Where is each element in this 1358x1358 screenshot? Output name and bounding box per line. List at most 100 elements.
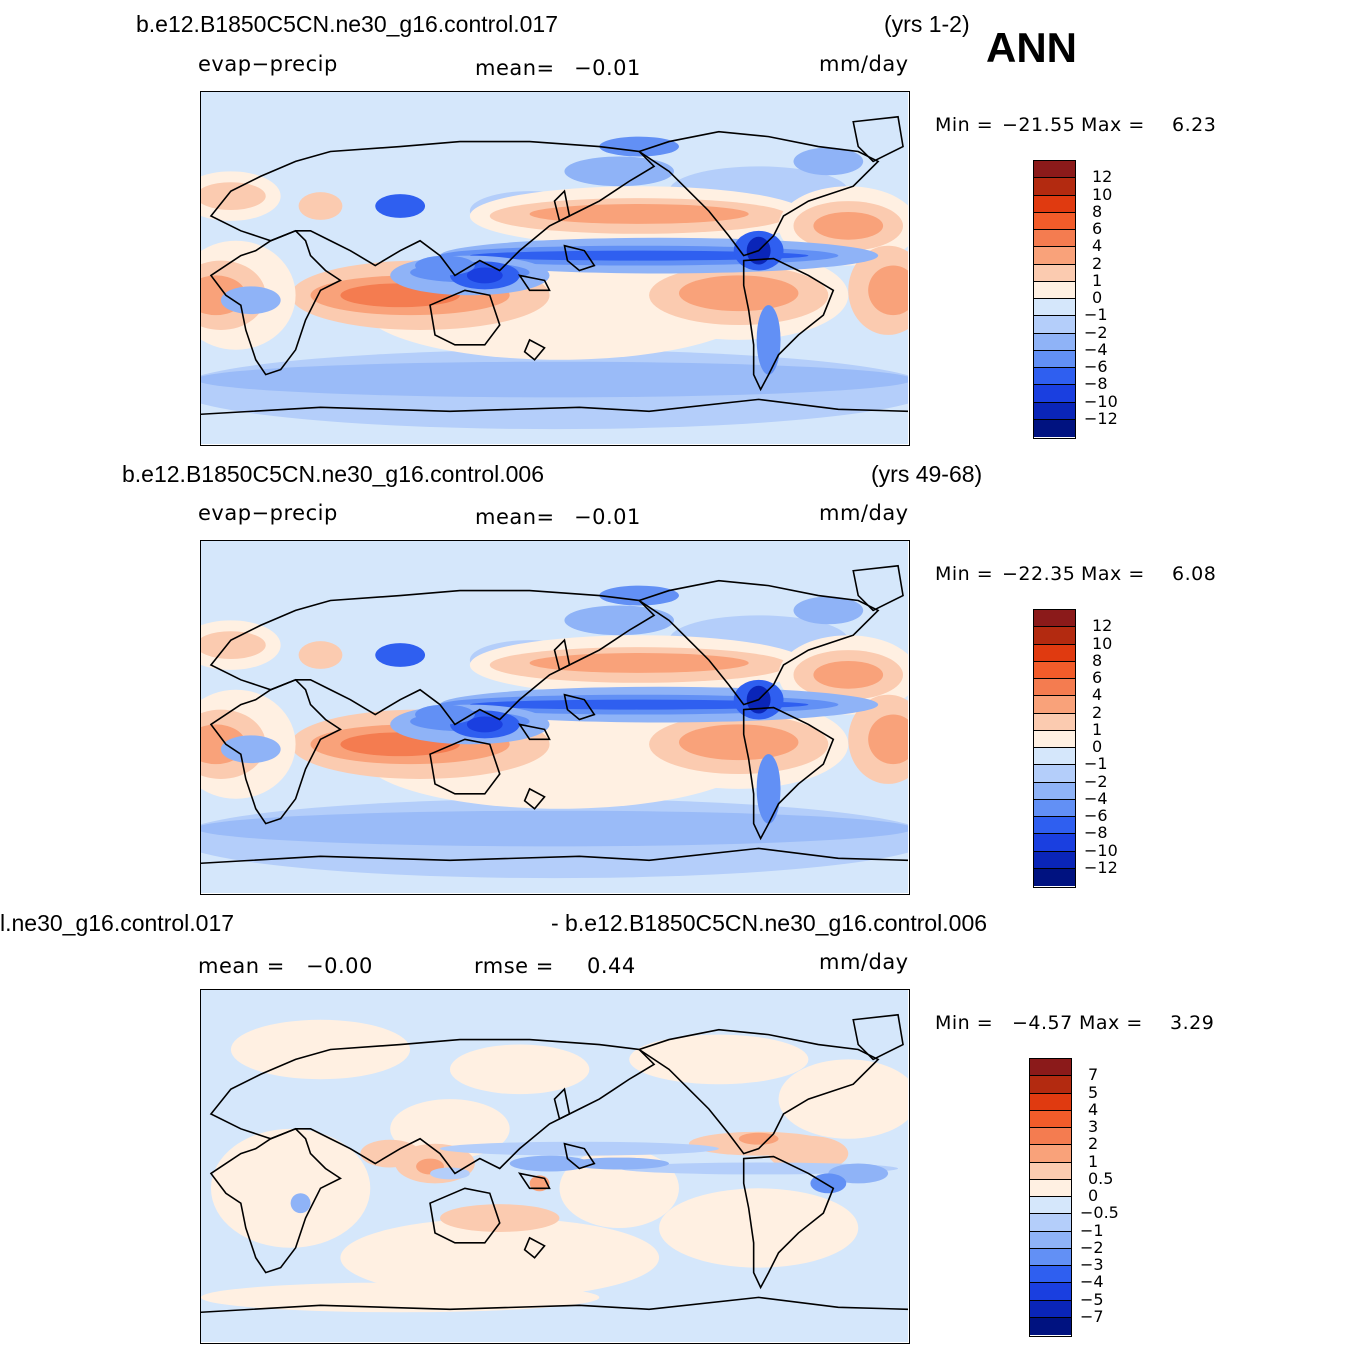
colorbar-tick-label: 3 (1088, 1117, 1099, 1136)
panel2-map (200, 540, 910, 895)
colorbar-band (1030, 1162, 1071, 1180)
coastline (523, 1236, 546, 1259)
colorbar-band (1034, 385, 1075, 403)
panel2-mean-label: mean= (475, 505, 555, 529)
panel2-years: (yrs 49-68) (871, 461, 983, 487)
panel1-min-value: −21.55 (1002, 114, 1076, 136)
colorbar-tick-label: −4 (1080, 1272, 1104, 1292)
colorbar-tick-label: −8 (1084, 374, 1108, 394)
colorbar-tick-label: 4 (1092, 236, 1103, 256)
coastline (852, 115, 904, 163)
coastline (637, 579, 880, 706)
colorbar-band (1034, 817, 1075, 835)
coastline (563, 693, 596, 721)
panel1-years: (yrs 1-2) (884, 11, 970, 37)
colorbar-band (1030, 1059, 1071, 1077)
colorbar-tick-label: 1 (1092, 719, 1103, 739)
colorbar-tick-label: 8 (1092, 650, 1103, 670)
contour-map (201, 541, 908, 893)
colorbar-tick-label: −4 (1084, 788, 1108, 808)
panel1-min-label: Min = (935, 114, 994, 136)
colorbar-tick-label: 8 (1092, 201, 1103, 221)
colorbar-tick-label: 4 (1088, 1099, 1099, 1119)
colorbar-tick-label: −10 (1084, 391, 1118, 411)
colorbar-tick-label: −6 (1084, 357, 1108, 376)
colorbar-band (1034, 299, 1075, 317)
colorbar-band (1034, 730, 1075, 748)
colorbar-tick-label: 0 (1092, 288, 1103, 307)
coastline (429, 738, 501, 795)
colorbar-band (1030, 1110, 1071, 1128)
colorbar-tick-label: 0 (1092, 737, 1103, 756)
panel2-max-label: Max = (1081, 563, 1145, 585)
panel3-mean-label: mean = (198, 954, 285, 978)
panel3-case-title-left: l.ne30_g16.control.017 (0, 910, 235, 936)
colorbar-band (1030, 1266, 1071, 1284)
colorbar-band (1034, 713, 1075, 731)
panel2-case-title: b.e12.B1850C5CN.ne30_g16.control.006 (122, 461, 544, 487)
colorbar-tick-label: −1 (1084, 754, 1108, 774)
panel2-min-label: Min = (935, 563, 994, 585)
colorbar-band (1030, 1214, 1071, 1232)
panel1-case-title: b.e12.B1850C5CN.ne30_g16.control.017 (136, 11, 558, 37)
panel1-mean-label: mean= (475, 56, 555, 80)
colorbar-band (1034, 834, 1075, 852)
coastline (523, 787, 546, 810)
colorbar-tick-label: 2 (1092, 253, 1103, 273)
colorbar-band (1034, 419, 1075, 437)
panel1-mean-value: −0.01 (574, 56, 641, 80)
panel3-min-value: −4.57 (1012, 1012, 1073, 1034)
coastline (517, 723, 551, 741)
colorbar-tick-label: 1 (1088, 1151, 1099, 1171)
coastline (742, 1155, 835, 1290)
contour-map (201, 92, 908, 444)
panel2-mean-value: −0.01 (574, 505, 641, 529)
coastline (517, 1172, 551, 1190)
colorbar-tick-label: 2 (1092, 702, 1103, 722)
panel3-rmse-value: 0.44 (587, 954, 636, 978)
colorbar-band (1030, 1283, 1071, 1301)
colorbar-tick-label: −0.5 (1080, 1203, 1119, 1223)
coastline (852, 564, 904, 612)
season-label: ANN (986, 24, 1077, 71)
coastline (523, 338, 546, 361)
coastline (201, 398, 908, 416)
panel3-units: mm/day (819, 950, 909, 974)
colorbar-tick-label: −7 (1080, 1306, 1104, 1326)
colorbar-band (1030, 1179, 1071, 1197)
colorbar-band (1034, 195, 1075, 213)
coastline (209, 589, 656, 726)
colorbar-band (1030, 1300, 1071, 1318)
colorbar-band (1034, 316, 1075, 334)
contour-map (201, 990, 908, 1342)
colorbar-band (1034, 333, 1075, 351)
panel3-max-value: 3.29 (1170, 1012, 1215, 1034)
panel2-max-value: 6.08 (1172, 563, 1217, 585)
colorbar-tick-label: 12 (1092, 167, 1113, 187)
colorbar-tick-label: −10 (1084, 840, 1118, 860)
coastline (637, 130, 880, 257)
colorbar-tick-label: −1 (1080, 1220, 1104, 1240)
colorbar-band (1034, 851, 1075, 869)
colorbar-band (1034, 368, 1075, 386)
colorbar-band (1034, 799, 1075, 817)
panel2-colorbar (1033, 609, 1076, 888)
coastline (553, 638, 571, 672)
coastline (429, 289, 501, 346)
colorbar-tick-label: −12 (1084, 857, 1118, 877)
colorbar-tick-label: −2 (1084, 322, 1108, 342)
panel3-map (200, 989, 910, 1344)
colorbar-tick-label: −5 (1080, 1289, 1104, 1309)
coastline (517, 274, 551, 292)
colorbar-band (1034, 679, 1075, 697)
colorbar-tick-label: −4 (1084, 339, 1108, 359)
panel3-mean-value: −0.00 (306, 954, 373, 978)
colorbar-tick-label: 2 (1088, 1134, 1099, 1154)
colorbar-band (1034, 230, 1075, 248)
panel2-min-value: −22.35 (1002, 563, 1076, 585)
colorbar-band (1030, 1197, 1071, 1215)
colorbar-tick-label: 4 (1092, 685, 1103, 705)
coastline (553, 189, 571, 223)
colorbar-band (1034, 765, 1075, 783)
coastline (563, 1142, 596, 1170)
